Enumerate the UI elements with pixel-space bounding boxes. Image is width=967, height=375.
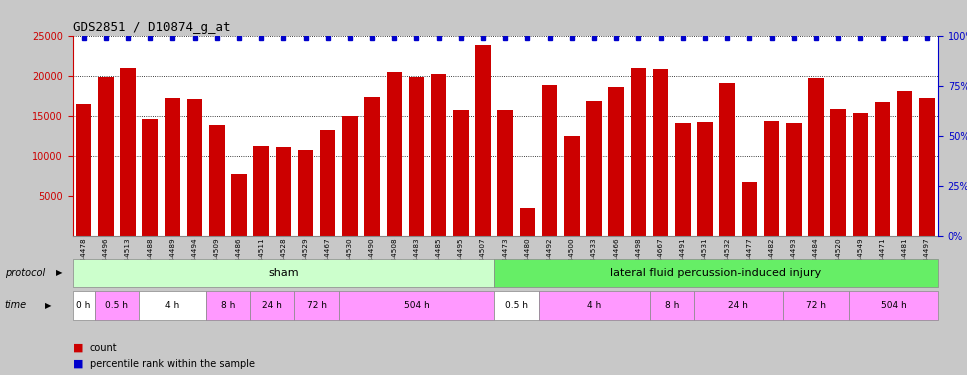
Text: 24 h: 24 h	[262, 301, 282, 310]
Bar	[697, 122, 713, 236]
Text: 0.5 h: 0.5 h	[505, 301, 528, 310]
Text: count: count	[90, 343, 118, 353]
Bar	[919, 98, 935, 236]
Bar	[120, 68, 135, 236]
Bar	[764, 121, 779, 236]
Text: 504 h: 504 h	[403, 301, 429, 310]
Bar	[519, 208, 535, 236]
Bar	[476, 45, 491, 236]
Text: 0 h: 0 h	[76, 301, 91, 310]
Text: 72 h: 72 h	[806, 301, 826, 310]
Text: ▶: ▶	[44, 301, 51, 310]
Text: 504 h: 504 h	[881, 301, 906, 310]
Bar	[831, 110, 846, 236]
Bar	[808, 78, 824, 236]
Text: 0.5 h: 0.5 h	[105, 301, 129, 310]
Text: 8 h: 8 h	[664, 301, 679, 310]
Bar	[187, 99, 202, 236]
Bar	[142, 119, 158, 236]
Bar	[454, 110, 469, 236]
Bar	[209, 125, 224, 236]
Text: 8 h: 8 h	[220, 301, 235, 310]
Bar	[497, 110, 513, 236]
Bar	[608, 87, 624, 236]
Bar	[586, 100, 601, 236]
Text: protocol: protocol	[5, 268, 45, 278]
Bar	[875, 102, 891, 236]
Text: 4 h: 4 h	[587, 301, 601, 310]
Bar	[897, 91, 913, 236]
Bar	[164, 98, 180, 236]
Text: ■: ■	[73, 343, 83, 353]
Bar	[98, 77, 113, 236]
Text: ▶: ▶	[56, 268, 63, 278]
Bar	[719, 83, 735, 236]
Text: percentile rank within the sample: percentile rank within the sample	[90, 359, 255, 369]
Text: sham: sham	[268, 268, 299, 278]
Text: GDS2851 / D10874_g_at: GDS2851 / D10874_g_at	[73, 21, 230, 34]
Text: 24 h: 24 h	[728, 301, 748, 310]
Text: time: time	[5, 300, 27, 310]
Bar	[320, 129, 336, 236]
Bar	[786, 123, 802, 236]
Bar	[387, 72, 402, 236]
Bar	[675, 123, 690, 236]
Bar	[276, 147, 291, 236]
Bar	[365, 98, 380, 236]
Bar	[75, 104, 92, 236]
Bar	[253, 146, 269, 236]
Bar	[409, 77, 425, 236]
Bar	[564, 136, 579, 236]
Bar	[231, 174, 247, 236]
Bar	[298, 150, 313, 236]
Text: ■: ■	[73, 359, 83, 369]
Text: 4 h: 4 h	[165, 301, 180, 310]
Bar	[653, 69, 668, 236]
Text: lateral fluid percussion-induced injury: lateral fluid percussion-induced injury	[610, 268, 822, 278]
Bar	[742, 183, 757, 236]
Text: 72 h: 72 h	[307, 301, 327, 310]
Bar	[630, 68, 646, 236]
Bar	[342, 116, 358, 236]
Bar	[431, 74, 447, 236]
Bar	[853, 114, 868, 236]
Bar	[542, 85, 557, 236]
